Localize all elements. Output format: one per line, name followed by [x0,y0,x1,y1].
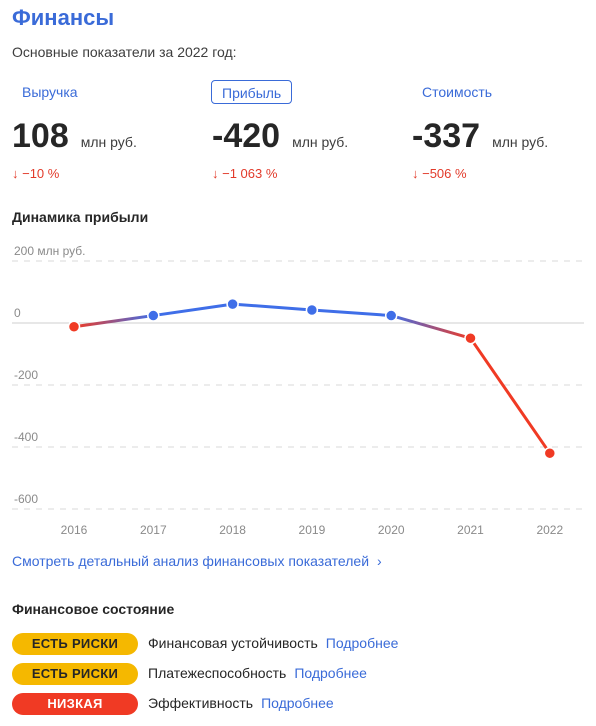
metric-delta: ↓ −10 % [12,166,60,181]
profit-line-chart: 200 млн руб. 0 -200 -400 -600 2016 2017 2018 201… [12,244,584,537]
section-title-finance: Финансы [12,5,115,30]
tab-value[interactable]: Стоимость [422,84,493,100]
x-tick-label: 2019 [299,523,326,537]
more-link[interactable]: Подробнее [325,635,399,651]
y-tick-label: -400 [14,430,38,444]
status-label: Эффективность [148,695,254,711]
data-point [147,309,160,322]
metric-value-cost: -337 млн руб. [412,117,548,156]
x-tick-label: 2021 [457,523,484,537]
status-label: Платежеспособность [148,665,287,681]
detail-link-label: Смотреть детальный анализ финансовых пок… [12,553,370,569]
x-tick-label: 2017 [140,523,167,537]
detail-analysis-link[interactable]: Смотреть детальный анализ финансовых пок… [12,553,382,569]
metric-revenue: 108 млн руб. [12,117,137,156]
x-tick-label: 2022 [536,523,563,537]
chevron-right-icon: › [377,553,382,569]
metric-delta: ↓ −1 063 % [212,166,278,181]
series-line-segment [72,314,155,329]
y-axis-unit-label: 200 млн руб. [14,244,85,258]
series-line-segment [389,314,472,340]
y-tick-label: -200 [14,368,38,382]
metric-unit: млн руб. [80,134,137,150]
more-link[interactable]: Подробнее [261,695,334,711]
data-point [384,309,398,322]
status-badge: ЕСТЬ РИСКИ [12,633,138,655]
series-line-segment [310,308,393,318]
metric-value: -420 [212,117,281,155]
y-tick-label: -600 [14,492,38,506]
data-point [305,303,319,317]
series-line-segment [231,302,314,312]
data-point [464,331,477,345]
more-link[interactable]: Подробнее [294,665,367,681]
metric-unit: млн руб. [492,134,549,150]
data-point [226,297,239,311]
status-badge: НИЗКАЯ [12,693,138,715]
data-point [543,446,557,460]
series-line-segment [151,302,235,318]
status-badge: ЕСТЬ РИСКИ [12,663,138,685]
financial-status-title: Финансовое состояние [12,601,175,617]
metric-value: -337 [412,117,481,155]
x-tick-label: 2016 [61,523,88,537]
y-tick-label: 0 [14,306,21,320]
metric-tabs: Выручка Прибыль Стоимость [0,80,596,106]
subtitle: Основные показатели за 2022 год: [12,44,237,60]
metric-profit: -420 млн руб. [212,117,348,156]
metric-value: 108 [12,117,69,155]
x-tick-label: 2020 [378,523,405,537]
series-line-segment [469,336,552,455]
metric-delta: ↓ −506 % [412,166,467,181]
x-tick-label: 2018 [219,523,246,537]
metric-unit: млн руб. [292,134,349,150]
tab-revenue[interactable]: Выручка [22,84,78,100]
status-label: Финансовая устойчивость [148,635,318,651]
chart-title: Динамика прибыли [12,209,149,225]
data-point [67,320,81,333]
tab-profit[interactable]: Прибыль [211,80,293,104]
